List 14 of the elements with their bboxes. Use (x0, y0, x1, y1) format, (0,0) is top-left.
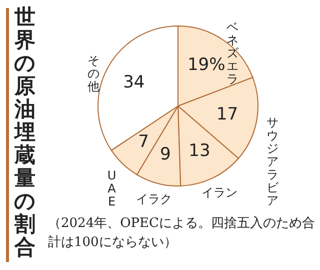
data-label: 7 (138, 132, 149, 152)
chart-title: 世界の原油埋蔵量の割合 (14, 5, 36, 259)
slice-label: ベネズエラ (226, 20, 240, 86)
slice-label: イラク (136, 192, 172, 206)
data-label: 13 (188, 141, 210, 162)
data-label: 34 (123, 72, 145, 92)
data-label: 17 (216, 104, 238, 125)
text: （2024年、OPECによる。四捨五入のため合計は100にならない） (48, 215, 316, 252)
slice-label: サウジアラビア (266, 116, 280, 208)
data-label: 19% (187, 54, 226, 75)
slice-label: UAE (107, 168, 117, 208)
slice-label: イラン (201, 186, 238, 200)
slice-label: その他 (87, 54, 100, 94)
data-label: 9 (160, 144, 171, 164)
